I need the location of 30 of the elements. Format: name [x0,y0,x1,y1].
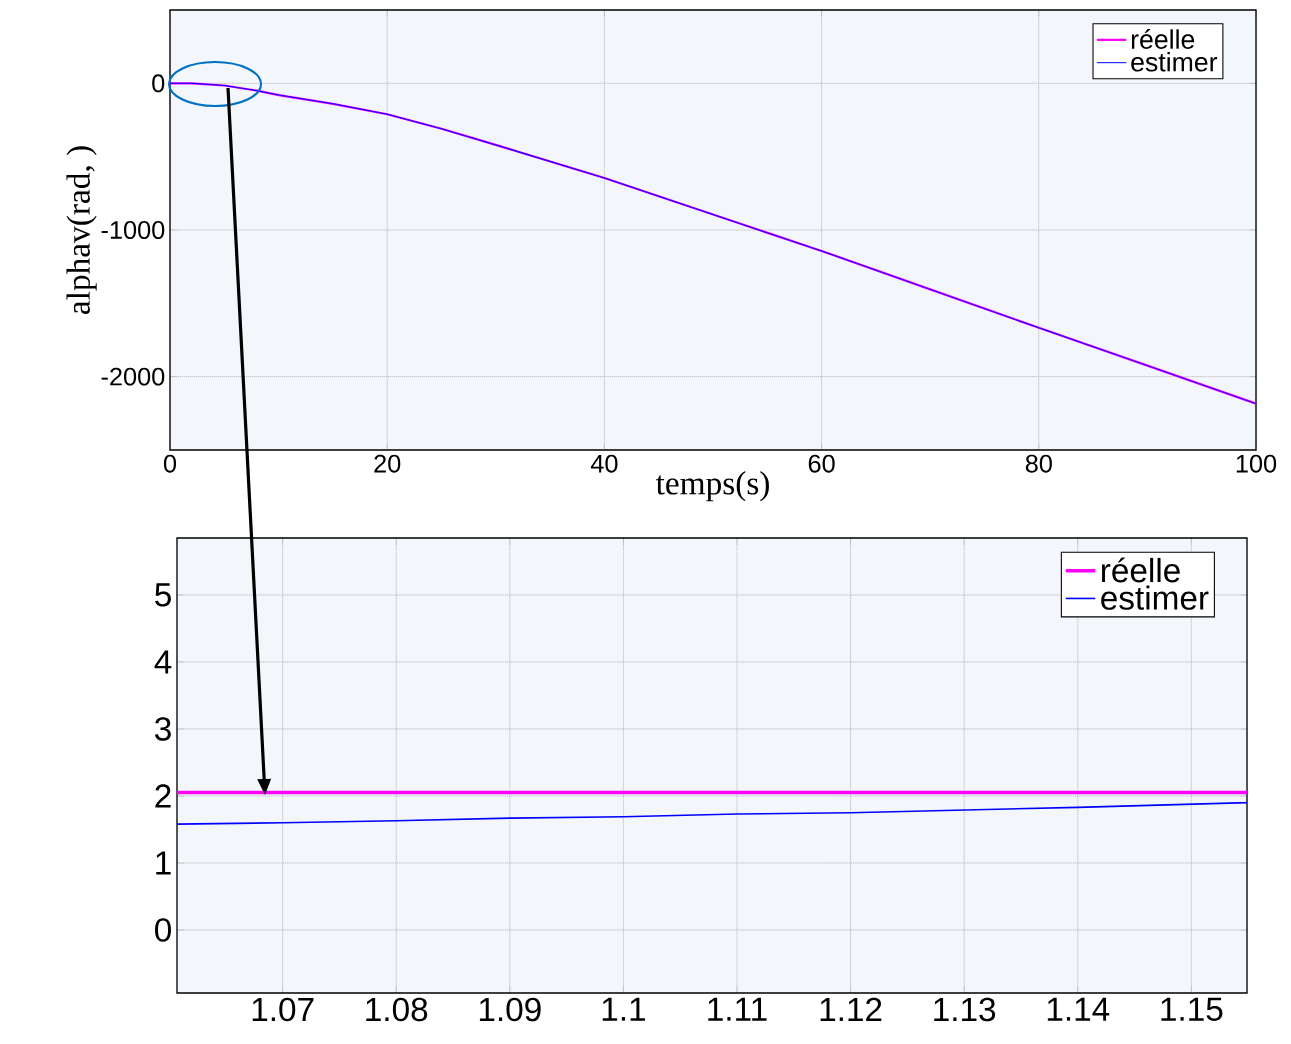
legend-label: réelle [1131,29,1195,49]
legend-label: estimer [1101,585,1209,610]
y-tick-label: 0 [155,918,171,942]
x-tick-label: 1.08 [366,997,428,1022]
y-tick-label: -2000 [101,367,165,386]
legend-label: réelle [1101,557,1180,583]
x-tick-label: 40 [590,454,618,473]
x-axis-title: temps(s) [655,471,769,502]
x-tick-label: 100 [1236,454,1277,473]
x-tick-label: 1.15 [1161,997,1223,1021]
y-axis-title: alphav(rad, ) [66,146,97,314]
x-tick-label: 1.14 [1047,997,1110,1021]
x-tick-label: 1.12 [820,997,882,1021]
x-tick-label: 60 [808,454,835,473]
y-tick-label: 4 [154,650,172,674]
y-tick-label: -1000 [101,221,165,239]
y-tick-label: 3 [155,717,171,741]
x-tick-label: 1.1 [602,997,645,1021]
x-tick-label: 20 [374,454,401,473]
y-tick-label: 2 [155,784,171,808]
y-tick-label: 0 [152,74,165,93]
x-tick-label: 80 [1025,454,1052,473]
line-series [170,82,1257,405]
y-tick-label: 1 [156,851,171,875]
legend-label: estimer [1131,52,1218,72]
x-tick-label: 1.13 [934,997,996,1022]
y-tick-label: 5 [155,583,171,607]
x-tick-label: 1.09 [479,997,541,1022]
x-tick-label: 1.11 [708,997,767,1021]
x-tick-label: 1.07 [252,997,314,1022]
